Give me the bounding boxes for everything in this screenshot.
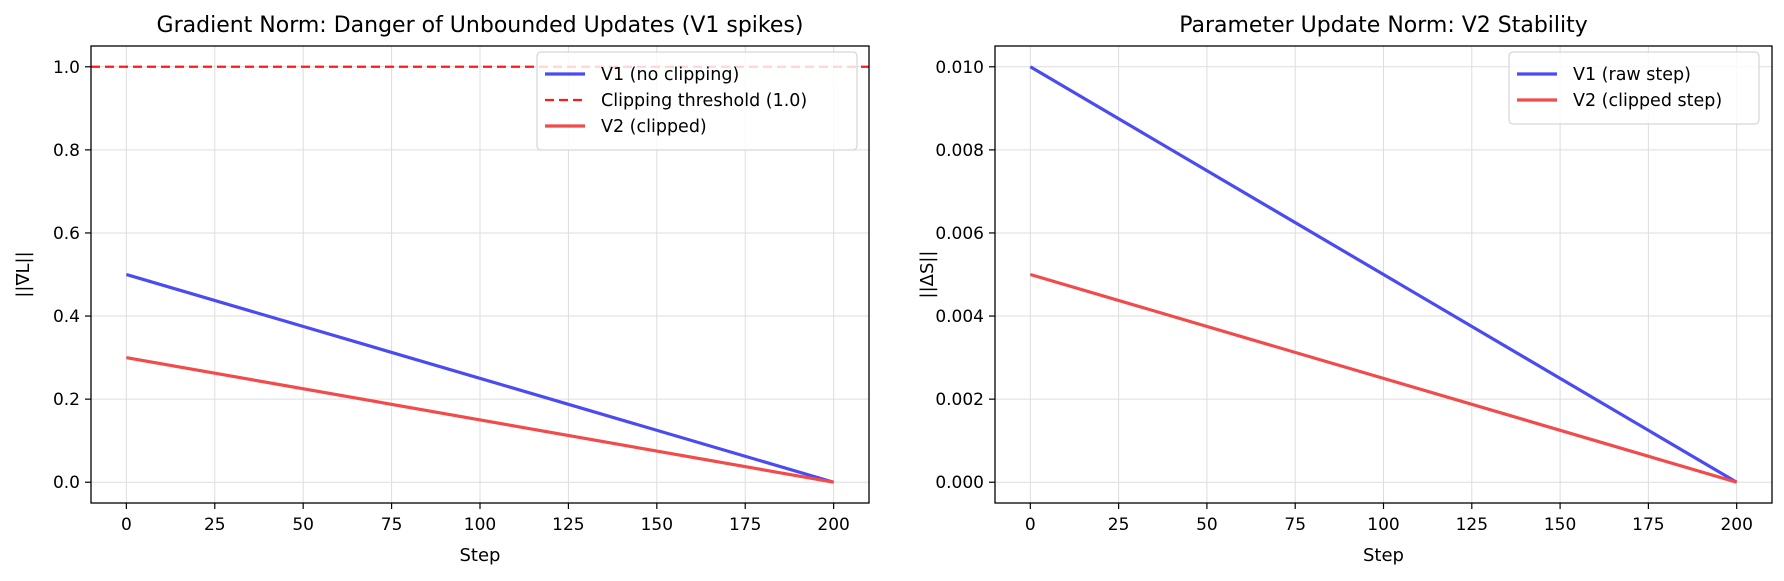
x-tick-label: 75 [1284, 515, 1306, 535]
series-line-1 [1029, 65, 1738, 484]
x-tick-label: 175 [729, 515, 761, 535]
legend-label-1: V1 (raw step) [1573, 65, 1691, 85]
series-line-2 [1029, 272, 1738, 484]
legend: V1 (raw step) V2 (clipped step) [1508, 51, 1760, 125]
y-tick-label: 0.2 [53, 390, 80, 410]
y-tick-label: 0.000 [935, 473, 984, 493]
x-tick-label: 100 [1367, 515, 1399, 535]
chart-title: Parameter Update Norm: V2 Stability [1179, 13, 1588, 38]
x-tick-label: 200 [817, 515, 849, 535]
legend: V1 (no clipping) Clipping threshold (1.0)… [536, 51, 858, 151]
y-tick-label: 0.004 [935, 307, 984, 327]
x-tick-label: 125 [1456, 515, 1488, 535]
x-tick-label: 50 [292, 515, 314, 535]
x-tick-label: 25 [204, 515, 226, 535]
y-tick-label: 0.010 [935, 58, 984, 78]
plot-area [1029, 65, 1738, 484]
x-tick-label: 150 [641, 515, 673, 535]
chart-gradient-norm: 0 25 50 75 100 125 150 175 200 0.0 0.2 0.4 0.6 0.8 1.0… [13, 13, 870, 566]
y-tick-label: 0.002 [935, 390, 984, 410]
y-tick-label: 0.008 [935, 141, 984, 161]
x-axis-label: Step [1363, 545, 1404, 566]
y-tick-label: 1.0 [53, 58, 80, 78]
y-axis-label: ||ΔS|| [917, 251, 938, 299]
series-line-1 [125, 272, 835, 484]
x-tick-label: 175 [1632, 515, 1664, 535]
y-tick-label: 0.006 [935, 224, 984, 244]
x-tick-label: 0 [121, 515, 132, 535]
x-tick-label: 50 [1196, 515, 1218, 535]
y-axis-label: ||∇L|| [13, 251, 34, 297]
legend-label-3: V2 (clipped) [601, 117, 707, 137]
y-tick-label: 0.4 [53, 307, 80, 327]
x-tick-label: 0 [1025, 515, 1036, 535]
chart-title: Gradient Norm: Danger of Unbounded Updat… [157, 13, 804, 38]
x-axis-label: Step [460, 545, 501, 566]
series-line-3 [126, 356, 834, 484]
x-tick-label: 25 [1108, 515, 1130, 535]
x-tick-label: 200 [1720, 515, 1752, 535]
legend-box [536, 51, 858, 151]
chart-parameter-update-norm: 0 25 50 75 100 125 150 175 200 0.000 0.002 0.004 0.0… [917, 13, 1773, 566]
x-tick-label: 100 [464, 515, 496, 535]
legend-label-2: Clipping threshold (1.0) [601, 91, 807, 111]
x-tick-label: 125 [552, 515, 584, 535]
y-tick-label: 0.6 [53, 224, 80, 244]
grid [995, 46, 1772, 503]
x-tick-label: 75 [381, 515, 403, 535]
legend-label-1: V1 (no clipping) [601, 65, 739, 85]
x-tick-label: 150 [1544, 515, 1576, 535]
y-tick-label: 0.0 [53, 473, 80, 493]
y-tick-label: 0.8 [53, 141, 80, 161]
legend-label-2: V2 (clipped step) [1573, 91, 1722, 111]
legend-box [1508, 51, 1760, 125]
